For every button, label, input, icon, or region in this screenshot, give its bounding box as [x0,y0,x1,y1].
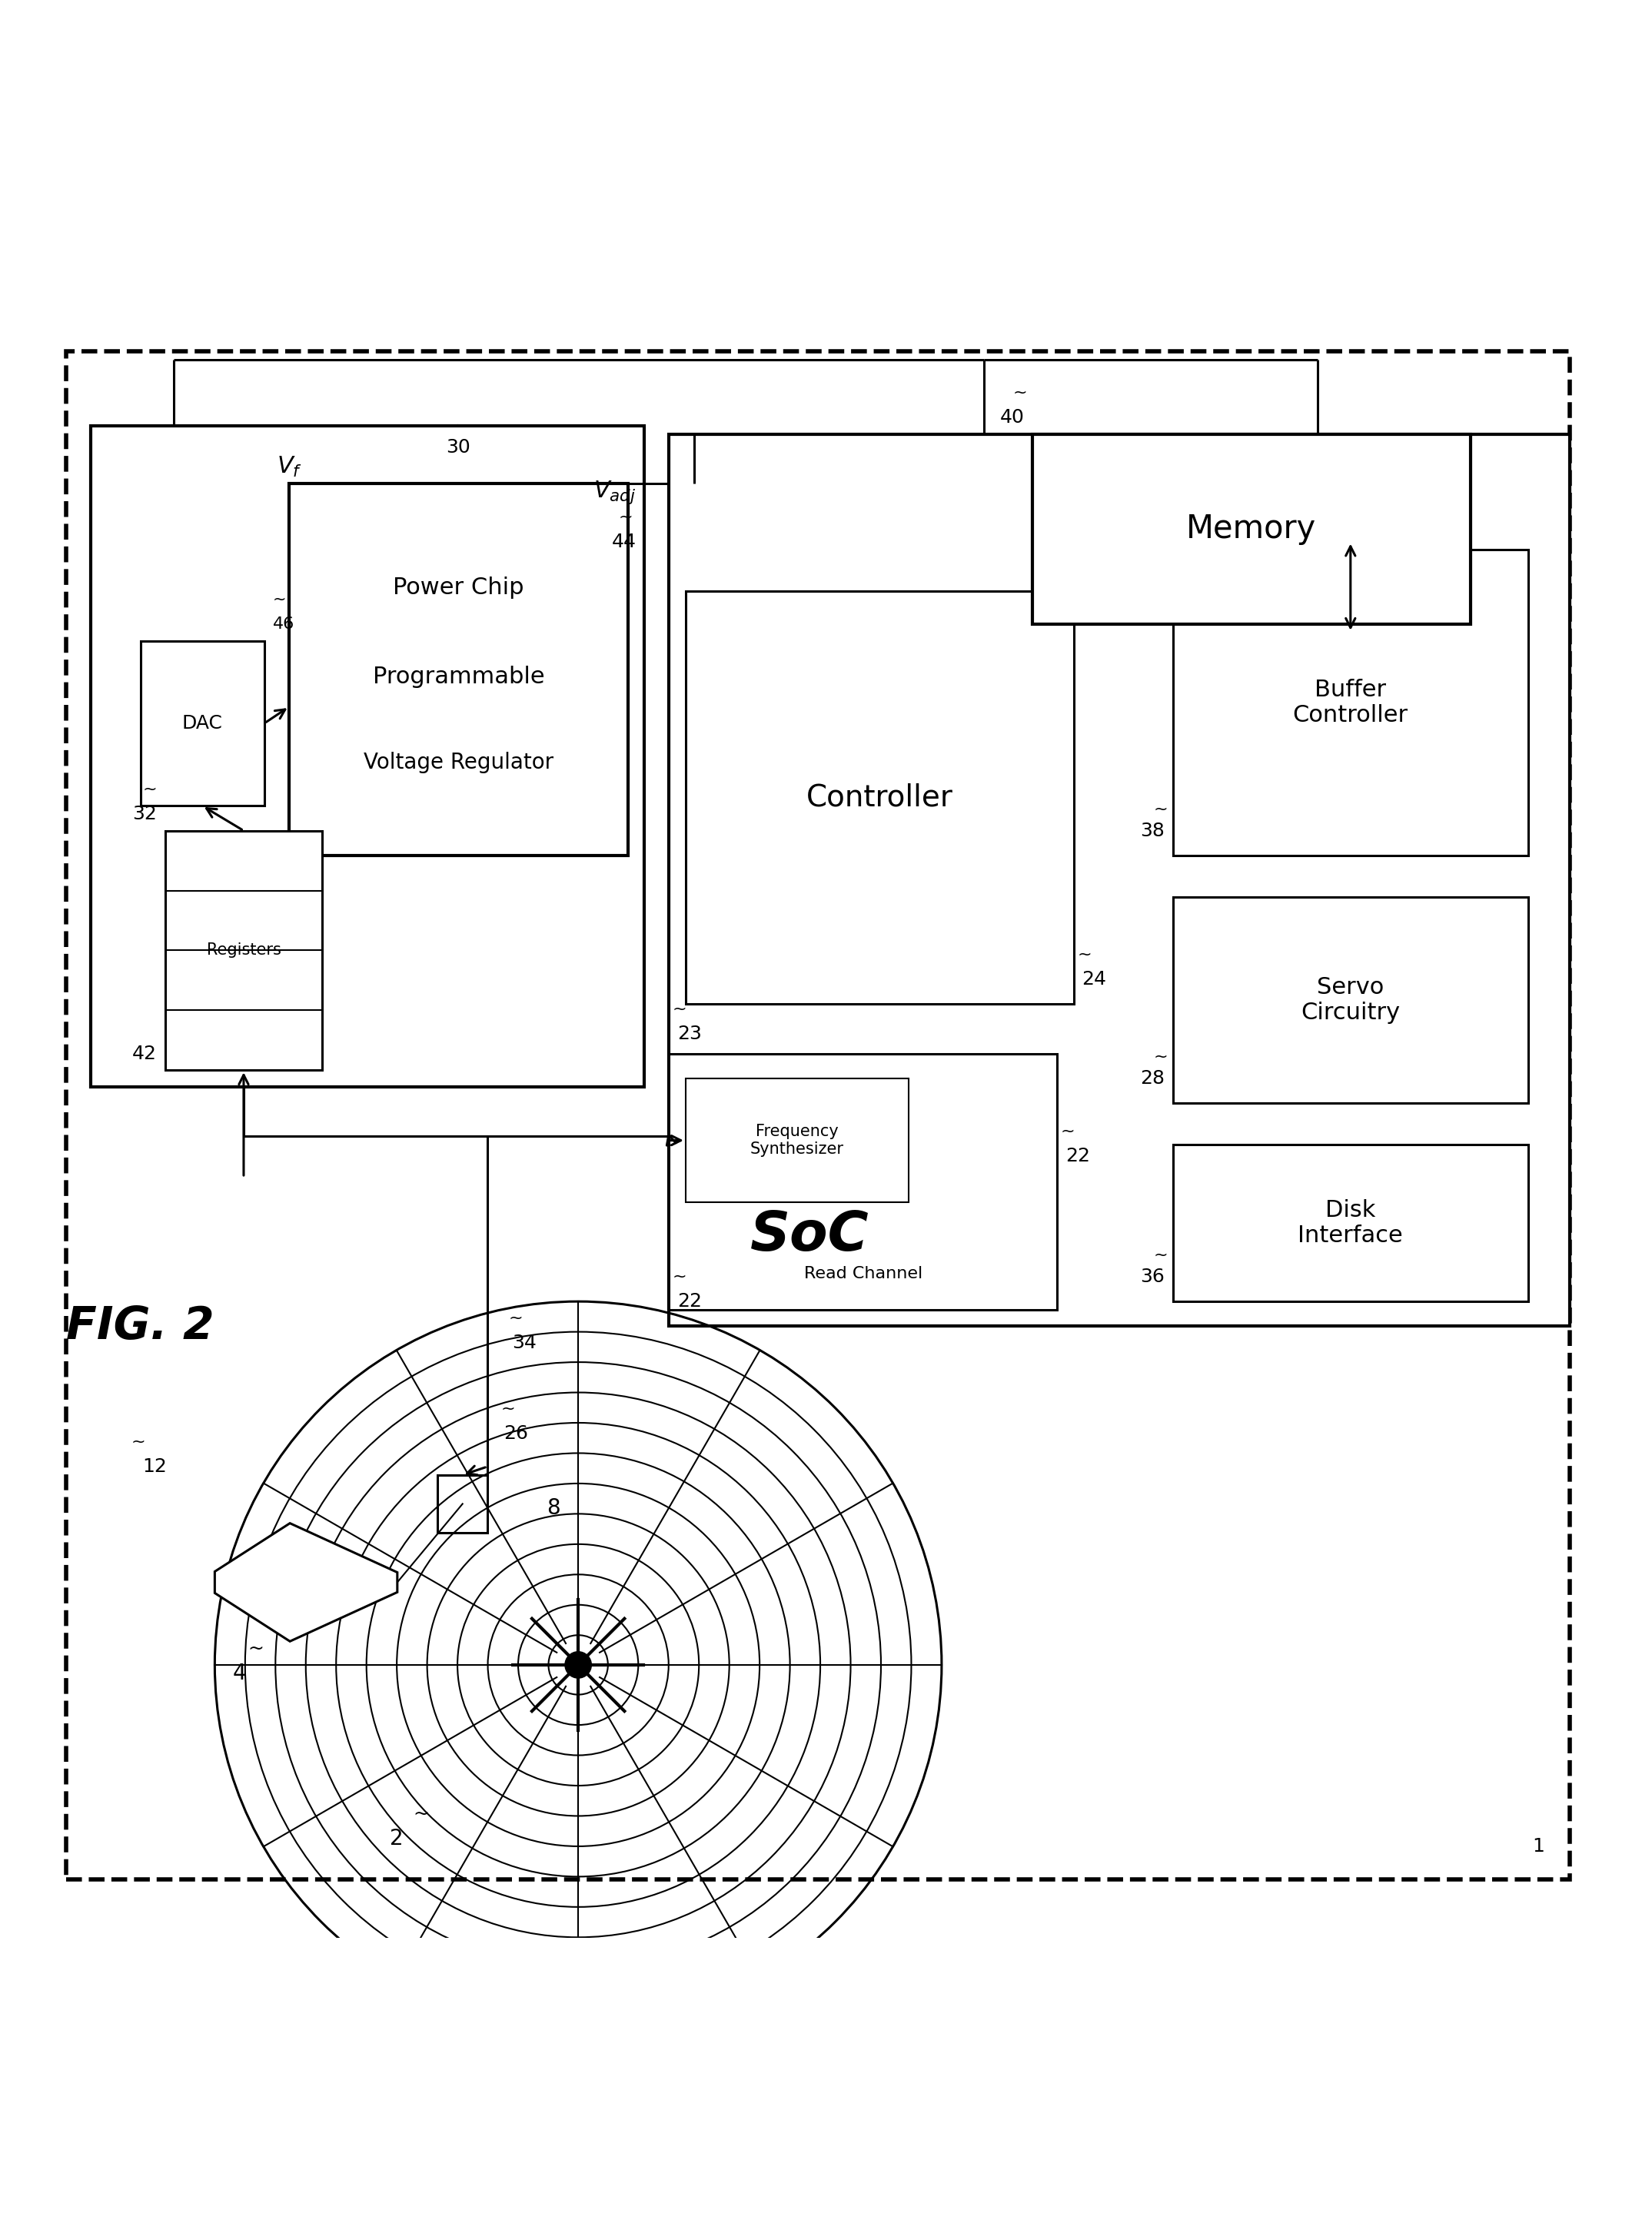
Text: ~: ~ [618,509,633,525]
Text: 36: 36 [1140,1267,1165,1285]
Bar [1173,1145,1528,1300]
Bar [686,1078,909,1203]
Text: Voltage Regulator: Voltage Regulator [363,751,553,774]
Text: 22: 22 [1066,1147,1090,1165]
Text: 46: 46 [273,616,294,631]
Text: ~: ~ [1077,947,1092,963]
Text: ~: ~ [1153,803,1168,816]
Text: Power Chip: Power Chip [393,576,524,598]
Text: ~: ~ [1153,1049,1168,1065]
Text: 38: 38 [1140,823,1165,840]
Text: 28: 28 [1140,1069,1165,1087]
Text: Read Channel: Read Channel [805,1265,922,1280]
Bar [289,485,628,856]
Text: 40: 40 [999,409,1024,427]
Text: 34: 34 [512,1334,537,1352]
Text: ~: ~ [1153,1247,1168,1263]
Bar [91,427,644,1087]
Text: Memory: Memory [1186,514,1317,545]
Text: Buffer
Controller: Buffer Controller [1294,678,1408,727]
Text: 2: 2 [390,1827,403,1850]
Bar [438,1474,487,1532]
Text: 44: 44 [611,531,636,551]
Bar [1032,433,1470,625]
Bar [686,591,1074,1005]
Text: 12: 12 [142,1458,167,1476]
Text: 42: 42 [132,1045,157,1063]
Text: ~: ~ [1013,385,1028,400]
Text: ~: ~ [672,1000,687,1016]
Bar [165,831,322,1069]
Text: 30: 30 [446,438,471,456]
Text: $V_f$: $V_f$ [276,456,302,480]
Bar [1173,896,1528,1103]
Polygon shape [215,1523,396,1641]
Text: Disk
Interface: Disk Interface [1298,1198,1403,1247]
Bar [669,1054,1057,1309]
Text: 24: 24 [1082,969,1107,989]
Text: ~: ~ [142,782,157,798]
Text: SoC: SoC [750,1209,869,1263]
Bar [1173,549,1528,856]
Text: 8: 8 [547,1496,560,1518]
Text: ~: ~ [273,591,286,607]
Text: 32: 32 [132,805,157,823]
Text: Servo
Circuitry: Servo Circuitry [1300,976,1401,1025]
Text: FIG. 2: FIG. 2 [66,1305,215,1347]
Text: Registers: Registers [206,943,281,958]
Text: Controller: Controller [806,782,953,811]
Text: ~: ~ [672,1269,687,1285]
Text: ~: ~ [444,418,459,433]
Text: ~: ~ [248,1638,264,1658]
Text: $V_{adj}$: $V_{adj}$ [593,478,636,505]
Text: DAC: DAC [182,714,223,734]
Text: 26: 26 [504,1425,529,1443]
Bar [140,640,264,807]
Text: 22: 22 [677,1292,702,1312]
Text: ~: ~ [509,1309,524,1325]
Text: 4: 4 [233,1663,246,1683]
Text: ~: ~ [131,1434,145,1449]
Text: Frequency
Synthesizer: Frequency Synthesizer [750,1125,844,1156]
Text: ~: ~ [1061,1123,1075,1138]
Text: ~: ~ [413,1805,430,1823]
Bar [669,433,1569,1327]
Circle shape [565,1652,591,1678]
Text: 1: 1 [1533,1838,1545,1856]
Text: Programmable: Programmable [372,667,545,689]
Text: 23: 23 [677,1025,702,1043]
Text: ~: ~ [501,1400,515,1416]
